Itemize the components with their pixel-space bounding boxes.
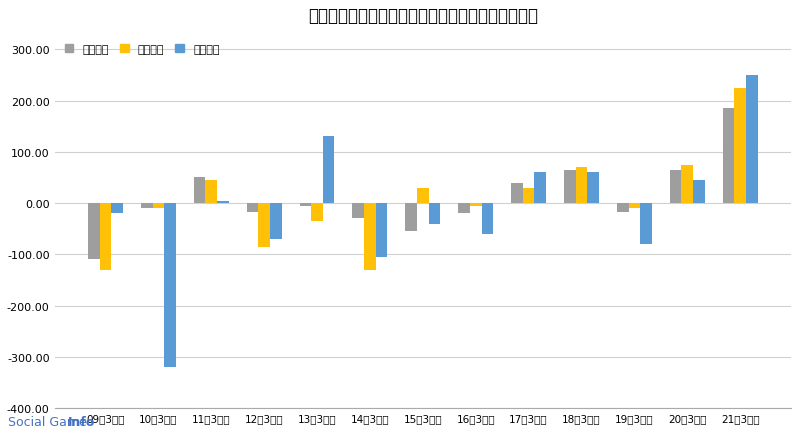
Bar: [88, 203, 100, 260]
Bar: [481, 203, 493, 234]
Bar: [470, 203, 481, 206]
Bar: [681, 165, 693, 203]
Bar: [535, 173, 546, 203]
Bar: [405, 203, 417, 232]
Bar: [458, 203, 470, 214]
Bar: [259, 203, 270, 247]
Bar: [512, 183, 523, 203]
Bar: [734, 89, 746, 203]
Bar: [587, 173, 599, 203]
Bar: [194, 178, 205, 203]
Text: Info: Info: [68, 415, 95, 428]
Title: セガの営業・経常・最終利益の推移（単位：億円）: セガの営業・経常・最終利益の推移（単位：億円）: [308, 7, 538, 25]
Bar: [417, 188, 429, 203]
Bar: [217, 201, 229, 203]
Bar: [205, 181, 217, 203]
Bar: [575, 168, 587, 203]
Bar: [723, 109, 734, 203]
Bar: [247, 203, 259, 213]
Bar: [152, 203, 164, 209]
Bar: [299, 203, 311, 206]
Bar: [323, 137, 334, 203]
Text: Social Game: Social Game: [8, 415, 91, 428]
Bar: [311, 203, 323, 221]
Bar: [429, 203, 440, 224]
Bar: [364, 203, 376, 270]
Bar: [141, 203, 152, 209]
Legend: 営業利益, 経常利益, 最終利益: 営業利益, 経常利益, 最終利益: [60, 40, 224, 59]
Bar: [523, 188, 535, 203]
Bar: [617, 203, 629, 213]
Bar: [376, 203, 387, 257]
Bar: [164, 203, 176, 367]
Bar: [353, 203, 364, 219]
Bar: [670, 170, 681, 203]
Bar: [100, 203, 111, 270]
Bar: [564, 170, 575, 203]
Bar: [111, 203, 123, 214]
Bar: [746, 76, 757, 203]
Bar: [629, 203, 640, 209]
Bar: [693, 181, 705, 203]
Bar: [270, 203, 282, 240]
Bar: [640, 203, 652, 245]
